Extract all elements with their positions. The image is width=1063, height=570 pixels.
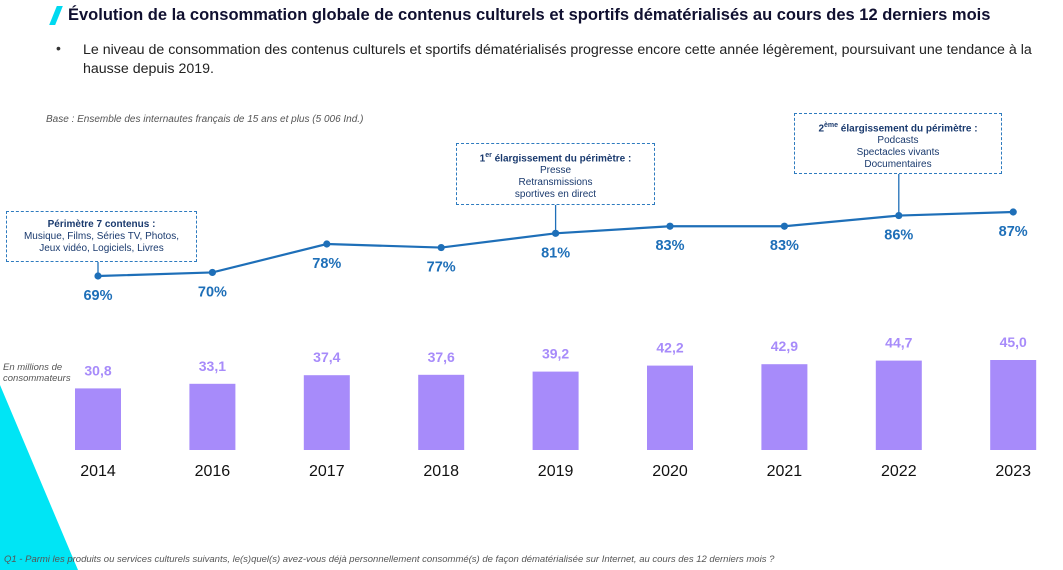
- year-tick-label: 2019: [538, 463, 574, 480]
- year-tick-label: 2022: [881, 463, 917, 480]
- scope-box-initial: Périmètre 7 contenus : Musique, Films, S…: [6, 211, 197, 262]
- consumer-bar: [761, 364, 808, 450]
- penetration-point: [208, 268, 216, 277]
- consumer-bar: [532, 371, 579, 450]
- bullet-marker: •: [56, 40, 61, 56]
- scope-first-line: sportives en direct: [514, 189, 597, 201]
- penetration-point: [437, 243, 445, 252]
- consumer-bar: [647, 365, 693, 450]
- penetration-point: [552, 229, 560, 237]
- consumer-value-label: 45,0: [1000, 334, 1027, 350]
- year-tick-label: 2017: [309, 463, 345, 480]
- consumer-bar: [303, 375, 350, 450]
- summary-bullet: Le niveau de consommation des contenus c…: [83, 42, 1032, 77]
- year-tick-label: 2021: [767, 463, 803, 480]
- penetration-point: [323, 240, 331, 248]
- scope-second-line: Documentaires: [864, 159, 932, 171]
- penetration-point: [666, 222, 674, 230]
- year-tick-label: 2018: [423, 463, 459, 480]
- consumer-value-label: 37,6: [428, 349, 455, 365]
- penetration-label: 81%: [541, 245, 570, 261]
- page-title: Évolution de la consommation globale de …: [68, 6, 991, 24]
- penetration-point: [1009, 208, 1017, 216]
- penetration-label: 83%: [655, 238, 684, 254]
- scope-box-second-extension: 2ème élargissement du périmètre : Podcas…: [794, 113, 1002, 174]
- consumer-value-label: 42,2: [656, 340, 683, 356]
- consumer-value-label: 37,4: [313, 349, 340, 365]
- penetration-label: 70%: [198, 284, 227, 300]
- penetration-label: 77%: [427, 260, 456, 276]
- year-tick-label: 2014: [80, 463, 116, 480]
- consumer-value-label: 39,2: [542, 346, 569, 362]
- consumer-bar: [418, 374, 465, 450]
- penetration-point: [895, 211, 903, 220]
- consumer-bar: [990, 360, 1037, 450]
- consumer-bar: [189, 383, 236, 450]
- year-tick-label: 2023: [995, 463, 1031, 480]
- year-tick-label: 2016: [195, 463, 231, 480]
- scope-second-line: Spectacles vivants: [856, 147, 940, 159]
- question-footnote: Q1 - Parmi les produits ou services cult…: [4, 554, 775, 565]
- penetration-label: 78%: [312, 256, 341, 272]
- scope-initial-line: Jeux vidéo, Logiciels, Livres: [39, 243, 164, 254]
- year-tick-label: 2020: [652, 463, 688, 480]
- base-note: Base : Ensemble des internautes français…: [46, 114, 364, 125]
- consumer-value-label: 42,9: [771, 338, 798, 354]
- bar-unit-note: En millions de consommateurs: [3, 362, 71, 384]
- scope-second-heading: 2ème élargissement du périmètre :: [818, 122, 978, 135]
- scope-first-line: Retransmissions: [518, 177, 593, 189]
- scope-first-line: Presse: [539, 165, 572, 177]
- penetration-label: 86%: [884, 228, 913, 244]
- consumer-bar: [75, 388, 121, 450]
- scope-initial-heading: Périmètre 7 contenus :: [47, 219, 156, 230]
- consumer-value-label: 30,8: [84, 362, 111, 378]
- consumer-value-label: 33,1: [199, 358, 226, 374]
- scope-second-line: Podcasts: [877, 135, 919, 147]
- penetration-point: [780, 222, 789, 230]
- penetration-point: [94, 272, 102, 280]
- penetration-label: 69%: [83, 288, 112, 304]
- scope-box-first-extension: 1er élargissement du périmètre : Presse …: [456, 143, 655, 205]
- scope-first-heading: 1er élargissement du périmètre :: [479, 152, 632, 165]
- consumer-value-label: 44,7: [885, 335, 912, 351]
- penetration-label: 87%: [999, 224, 1028, 240]
- scope-initial-line: Musique, Films, Séries TV, Photos,: [23, 231, 180, 242]
- penetration-label: 83%: [770, 238, 799, 254]
- consumer-bar: [875, 360, 922, 450]
